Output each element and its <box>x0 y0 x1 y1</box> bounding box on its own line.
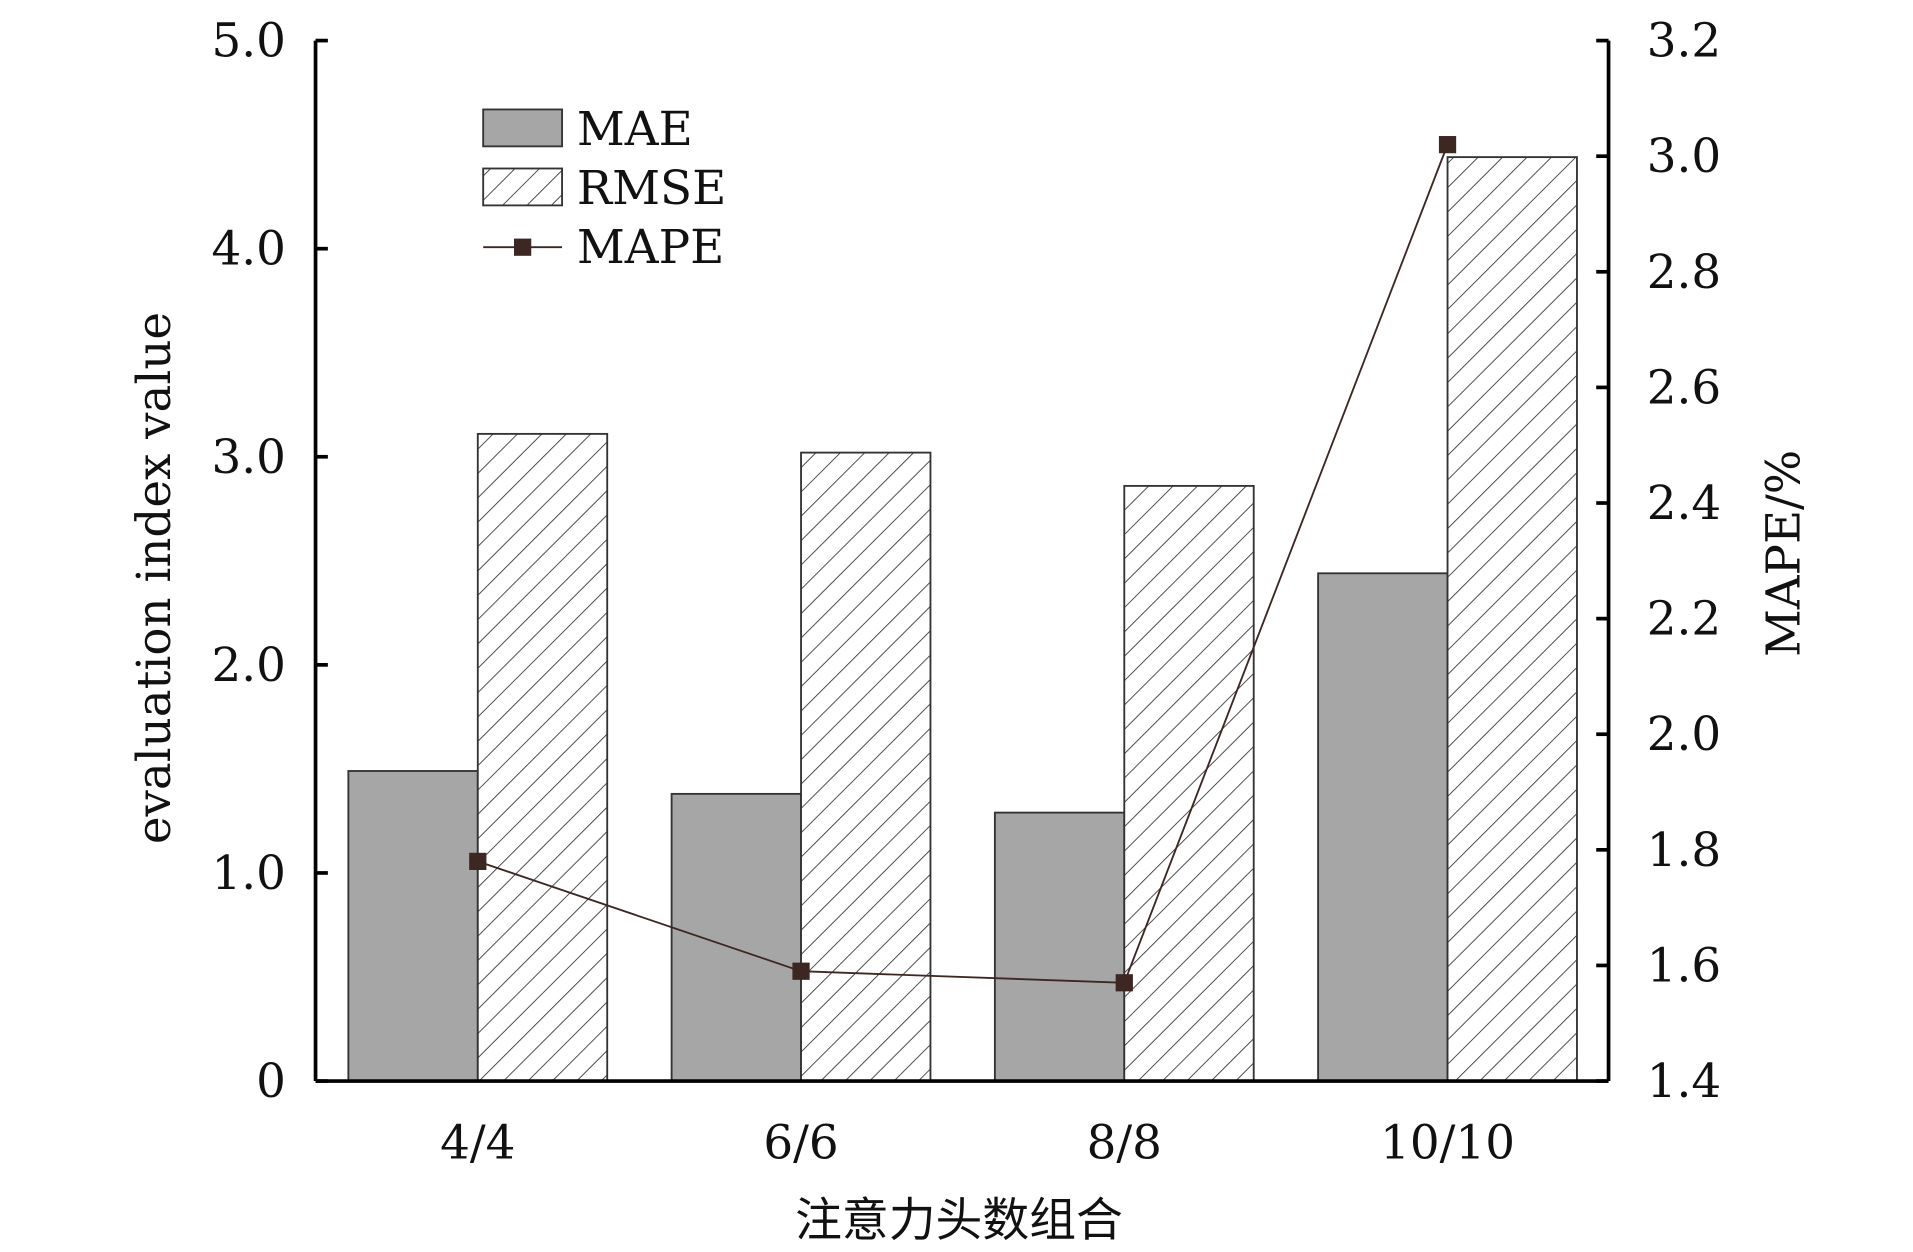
bar-rmse-8/8 <box>1123 484 1255 1082</box>
legend-marker-mape <box>513 238 532 256</box>
y2-tick-label: 3.2 <box>1647 15 1721 69</box>
bar-rmse-4/4 <box>476 432 609 1082</box>
y2-tick-label: 2.6 <box>1647 361 1721 415</box>
legend-swatch-rmse <box>482 167 563 207</box>
bar-mae-8/8 <box>993 811 1126 1082</box>
legend-label-mape: MAPE <box>577 221 724 275</box>
x-tick-label: 10/10 <box>1380 1117 1515 1171</box>
mape-line <box>477 144 1449 984</box>
mape-point-4/4 <box>469 852 487 871</box>
mape-point-8/8 <box>1115 974 1133 992</box>
y-tick-label: 4.0 <box>212 223 286 277</box>
x-axis-label: 注意力头数组合 <box>795 1194 1123 1248</box>
y-axis-label: evaluation index value <box>128 312 182 844</box>
y-tick-label: 2.0 <box>212 639 286 693</box>
legend-label-mae: MAE <box>577 103 693 157</box>
y2-tick-label: 1.6 <box>1647 939 1721 993</box>
bar-mae-10/10 <box>1317 572 1449 1082</box>
y-tick-label: 3.0 <box>212 431 286 485</box>
y2-tick-label: 3.0 <box>1647 130 1721 184</box>
legend: MAE RMSE MAPE <box>482 103 726 275</box>
y2-tick-label: 1.4 <box>1647 1055 1721 1109</box>
y-tick-label: 0 <box>256 1055 286 1109</box>
x-tick-label: 6/6 <box>763 1117 838 1171</box>
y-tick-label: 1.0 <box>212 847 286 901</box>
y2-tick-label: 2.4 <box>1647 477 1721 531</box>
y2-tick-label: 1.8 <box>1647 824 1721 878</box>
legend-label-rmse: RMSE <box>577 162 726 216</box>
legend-swatch-mae <box>482 108 563 148</box>
y2-axis-label: MAPE/% <box>1758 450 1812 657</box>
mape-point-10/10 <box>1438 136 1457 154</box>
mape-point-6/6 <box>792 962 810 980</box>
bar-rmse-10/10 <box>1446 156 1578 1082</box>
y2-tick-label: 2.8 <box>1647 246 1721 300</box>
y2-tick-label: 2.0 <box>1647 708 1721 762</box>
y-tick-label: 5.0 <box>212 15 286 69</box>
y2-tick-label: 2.2 <box>1647 593 1721 647</box>
bar-rmse-6/6 <box>800 451 932 1082</box>
x-tick-label: 4/4 <box>440 1117 515 1171</box>
bar-mae-6/6 <box>670 792 802 1082</box>
bar-mae-4/4 <box>347 770 479 1082</box>
x-tick-label: 8/8 <box>1087 1117 1162 1171</box>
